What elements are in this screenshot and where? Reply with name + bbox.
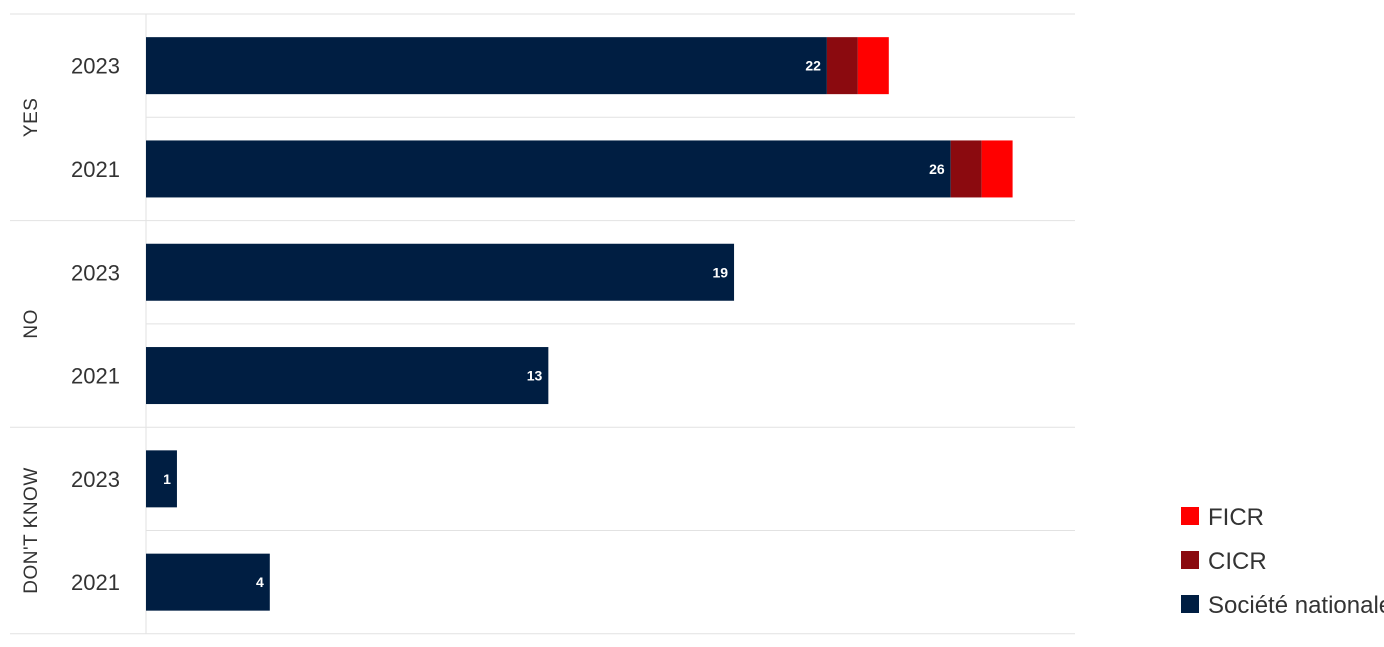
bar-segment [826, 37, 858, 95]
group-label: YES [21, 98, 42, 138]
legend-swatch [1181, 551, 1199, 569]
group-label: NO [21, 309, 42, 339]
legend-swatch [1181, 507, 1199, 525]
bar-segment [146, 553, 270, 611]
bar-segment [146, 347, 549, 405]
bar-segment [146, 450, 177, 508]
data-label: 4 [256, 574, 264, 590]
bar-segment [950, 140, 982, 198]
data-label: 22 [805, 58, 821, 74]
category-label: 2021 [71, 157, 120, 182]
category-label: 2023 [71, 467, 120, 492]
data-label: 13 [527, 368, 543, 384]
category-label: 2021 [71, 570, 120, 595]
category-label: 2021 [71, 364, 120, 389]
category-label: 2023 [71, 54, 120, 79]
data-label: 26 [929, 161, 945, 177]
group-label: DON'T KNOW [21, 467, 42, 594]
data-label: 19 [712, 264, 728, 280]
category-label: 2023 [71, 260, 120, 285]
bar-segment [857, 37, 889, 95]
data-label: 1 [163, 471, 171, 487]
bar-segment [146, 140, 951, 198]
legend-label: FICR [1208, 504, 1264, 531]
bar-segment [146, 37, 827, 95]
legend-label: Société nationale [1208, 592, 1384, 619]
legend-swatch [1181, 595, 1199, 613]
legend-label: CICR [1208, 548, 1267, 575]
bar-segment [146, 243, 735, 301]
bar-segment [981, 140, 1013, 198]
